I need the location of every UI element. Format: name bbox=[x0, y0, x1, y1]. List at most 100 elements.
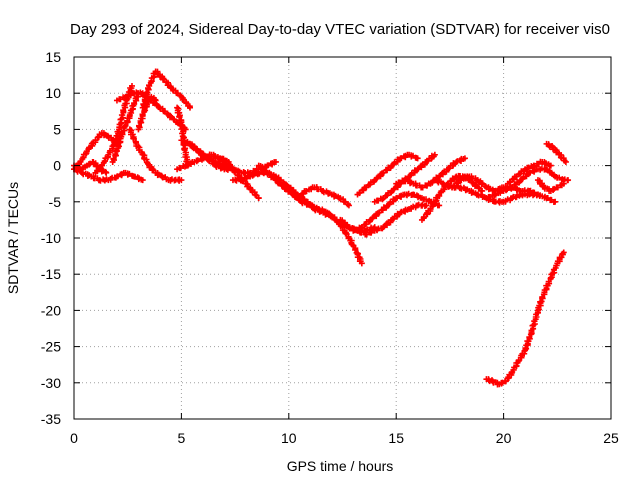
data-point bbox=[152, 97, 159, 104]
data-marker-run bbox=[148, 94, 159, 103]
x-axis-label: GPS time / hours bbox=[287, 458, 394, 474]
data-marker-run bbox=[441, 181, 453, 190]
y-tick-label: -25 bbox=[41, 339, 61, 355]
data-point bbox=[560, 249, 567, 256]
data-marker-run bbox=[116, 109, 127, 131]
data-point bbox=[255, 195, 262, 202]
data-marker-run bbox=[554, 250, 566, 265]
data-marker-run bbox=[219, 155, 229, 165]
series-arc-13 bbox=[186, 140, 228, 173]
data-marker-run bbox=[213, 163, 226, 172]
data-marker-run bbox=[458, 184, 471, 194]
data-marker-run bbox=[475, 192, 488, 201]
x-tick-label: 5 bbox=[178, 430, 186, 446]
data-marker-run bbox=[554, 181, 565, 191]
data-marker-run bbox=[320, 188, 333, 197]
data-point bbox=[453, 158, 460, 165]
data-marker-run bbox=[407, 167, 420, 179]
data-marker-run bbox=[206, 155, 218, 168]
data-point bbox=[479, 187, 486, 194]
ticks: 0 5 10 15 20 25 15 10 5 0 -5 -10 -15 -20 -25 -30 -35 bbox=[41, 49, 619, 446]
data-point bbox=[178, 177, 185, 184]
data-marker-run bbox=[446, 160, 459, 172]
y-tick-label: 0 bbox=[53, 158, 61, 174]
series-arc-5 bbox=[109, 90, 142, 165]
data-marker-run bbox=[312, 206, 325, 215]
data-marker-run bbox=[561, 176, 571, 184]
data-marker-run bbox=[78, 163, 89, 173]
data-marker-run bbox=[557, 152, 568, 164]
x-tick-label: 0 bbox=[70, 430, 78, 446]
data-marker-run bbox=[188, 141, 200, 153]
data-marker-run bbox=[244, 181, 254, 193]
data-marker-run bbox=[424, 152, 437, 164]
data-marker-run bbox=[342, 229, 355, 248]
x-tick-label: 10 bbox=[281, 430, 297, 446]
data-point bbox=[562, 158, 569, 165]
y-tick-label: -5 bbox=[49, 194, 62, 210]
x-tick-label: 15 bbox=[388, 430, 404, 446]
data-point bbox=[186, 104, 193, 111]
data-point bbox=[431, 151, 438, 158]
series-arc-32 bbox=[534, 177, 567, 194]
data-point bbox=[139, 177, 146, 184]
y-tick-label: 15 bbox=[45, 49, 61, 65]
data-marker-run bbox=[402, 178, 415, 187]
data-marker-run bbox=[390, 156, 403, 168]
series-arc-21 bbox=[337, 201, 430, 238]
data-marker-run bbox=[485, 376, 495, 385]
data-marker-run bbox=[510, 192, 523, 201]
data-point bbox=[552, 198, 559, 205]
data-marker-run bbox=[475, 178, 489, 190]
y-tick-label: -35 bbox=[41, 411, 61, 427]
data-marker-run bbox=[107, 174, 119, 183]
data-marker-run bbox=[154, 68, 162, 78]
data-marker-run bbox=[350, 242, 364, 265]
data-marker-run bbox=[94, 163, 104, 175]
series-arc-9 bbox=[135, 93, 159, 133]
data-point bbox=[423, 202, 430, 209]
data-marker-run bbox=[519, 170, 532, 183]
y-tick-label: -20 bbox=[41, 302, 61, 318]
y-axis-label: SDTVAR / TECUs bbox=[5, 182, 21, 294]
data-point bbox=[547, 162, 554, 169]
data-point bbox=[436, 202, 443, 209]
data-marker-run bbox=[80, 170, 93, 179]
series-arc-22 bbox=[350, 190, 443, 234]
data-marker-run bbox=[170, 87, 184, 99]
data-marker-run bbox=[164, 79, 175, 92]
data-marker-run bbox=[373, 225, 386, 234]
data-marker-run bbox=[386, 196, 398, 208]
y-tick-label: -30 bbox=[41, 375, 61, 391]
series-arc-8 bbox=[126, 126, 185, 184]
y-tick-label: 5 bbox=[53, 121, 61, 137]
data-marker-run bbox=[390, 210, 403, 222]
data-marker-run bbox=[510, 359, 521, 373]
data-marker-run bbox=[427, 193, 443, 212]
data-marker-run bbox=[544, 166, 557, 179]
series-arc-23 bbox=[354, 151, 421, 198]
data-point bbox=[128, 82, 135, 89]
series-arc-20 bbox=[294, 184, 352, 209]
data-point bbox=[272, 158, 279, 165]
data-point bbox=[565, 177, 572, 184]
data-points bbox=[71, 68, 572, 388]
data-marker-run bbox=[339, 217, 351, 229]
x-tick-label: 25 bbox=[603, 430, 619, 446]
y-tick-label: 10 bbox=[45, 85, 61, 101]
data-marker-run bbox=[337, 196, 351, 208]
series-arc-31 bbox=[543, 140, 569, 165]
data-point bbox=[560, 180, 567, 187]
series-arc-25 bbox=[393, 155, 468, 191]
data-marker-run bbox=[274, 177, 286, 189]
data-point bbox=[461, 155, 468, 162]
data-point bbox=[358, 260, 365, 267]
data-point bbox=[397, 209, 404, 216]
data-marker-run bbox=[257, 163, 269, 175]
x-tick-label: 20 bbox=[496, 430, 512, 446]
series-arc-30 bbox=[504, 158, 554, 187]
series-arc-1 bbox=[71, 130, 120, 173]
y-tick-label: -10 bbox=[41, 230, 61, 246]
chart-title: Day 293 of 2024, Sidereal Day-to-day VTE… bbox=[70, 21, 610, 38]
